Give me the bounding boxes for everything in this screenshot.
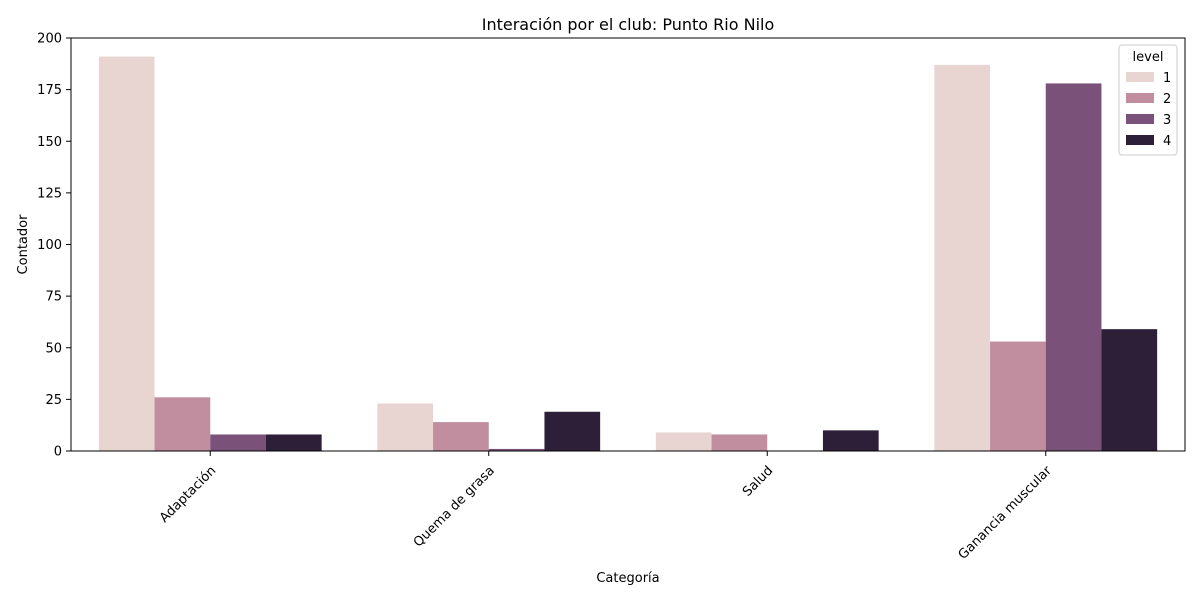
bar-2-2 bbox=[433, 422, 489, 451]
x-tick-label: Adaptación bbox=[157, 463, 219, 525]
legend-title: level bbox=[1133, 50, 1164, 65]
y-axis: 0 25 50 75 100 125 150 175 200 bbox=[37, 32, 71, 460]
plot-frame bbox=[70, 37, 1186, 452]
y-tick-label: 125 bbox=[37, 186, 62, 201]
x-tick-label: Salud bbox=[740, 463, 776, 499]
bar-2-3 bbox=[711, 434, 768, 451]
y-tick-label: 200 bbox=[37, 32, 62, 47]
legend-swatch-1 bbox=[1126, 72, 1154, 82]
y-tick-label: 0 bbox=[54, 445, 62, 460]
legend: level 1 2 3 4 bbox=[1118, 44, 1178, 156]
bar-1-4 bbox=[934, 64, 991, 451]
bar-3-2 bbox=[488, 448, 545, 451]
bar-1-1 bbox=[98, 56, 155, 452]
legend-swatch-3 bbox=[1126, 114, 1154, 124]
bar-4-1 bbox=[265, 434, 322, 451]
bar-4-3 bbox=[822, 430, 879, 451]
legend-label-1: 1 bbox=[1163, 71, 1171, 86]
bar-1-3 bbox=[655, 432, 712, 451]
y-tick-label: 175 bbox=[37, 83, 62, 98]
y-tick-label: 75 bbox=[45, 290, 62, 305]
bar-4-2 bbox=[544, 411, 601, 451]
bar-1-2 bbox=[377, 403, 434, 451]
legend-swatch-4 bbox=[1126, 135, 1154, 145]
x-tick-label: Quema de grasa bbox=[411, 463, 498, 550]
y-tick-label: 25 bbox=[45, 393, 62, 408]
chart-title: Interación por el club: Punto Rio Nilo bbox=[482, 15, 775, 34]
x-axis-label: Categoría bbox=[596, 571, 659, 586]
bar-3-1 bbox=[210, 434, 266, 451]
y-axis-label: Contador bbox=[16, 214, 31, 275]
y-tick-label: 150 bbox=[37, 135, 62, 150]
legend-swatch-2 bbox=[1126, 93, 1154, 103]
y-tick-label: 50 bbox=[45, 341, 62, 356]
legend-label-2: 2 bbox=[1163, 92, 1171, 107]
legend-label-4: 4 bbox=[1163, 134, 1171, 149]
y-tick-label: 100 bbox=[37, 238, 62, 253]
legend-label-3: 3 bbox=[1163, 113, 1171, 128]
bar-4-4 bbox=[1101, 329, 1158, 451]
bars-group bbox=[98, 56, 1158, 452]
x-tick-label: Ganancia muscular bbox=[956, 463, 1056, 563]
bar-2-4 bbox=[990, 341, 1046, 451]
x-axis: Adaptación Quema de grasa Salud Ganancia mu… bbox=[157, 451, 1055, 563]
bar-2-1 bbox=[154, 397, 211, 451]
bar-3-4 bbox=[1045, 83, 1102, 452]
